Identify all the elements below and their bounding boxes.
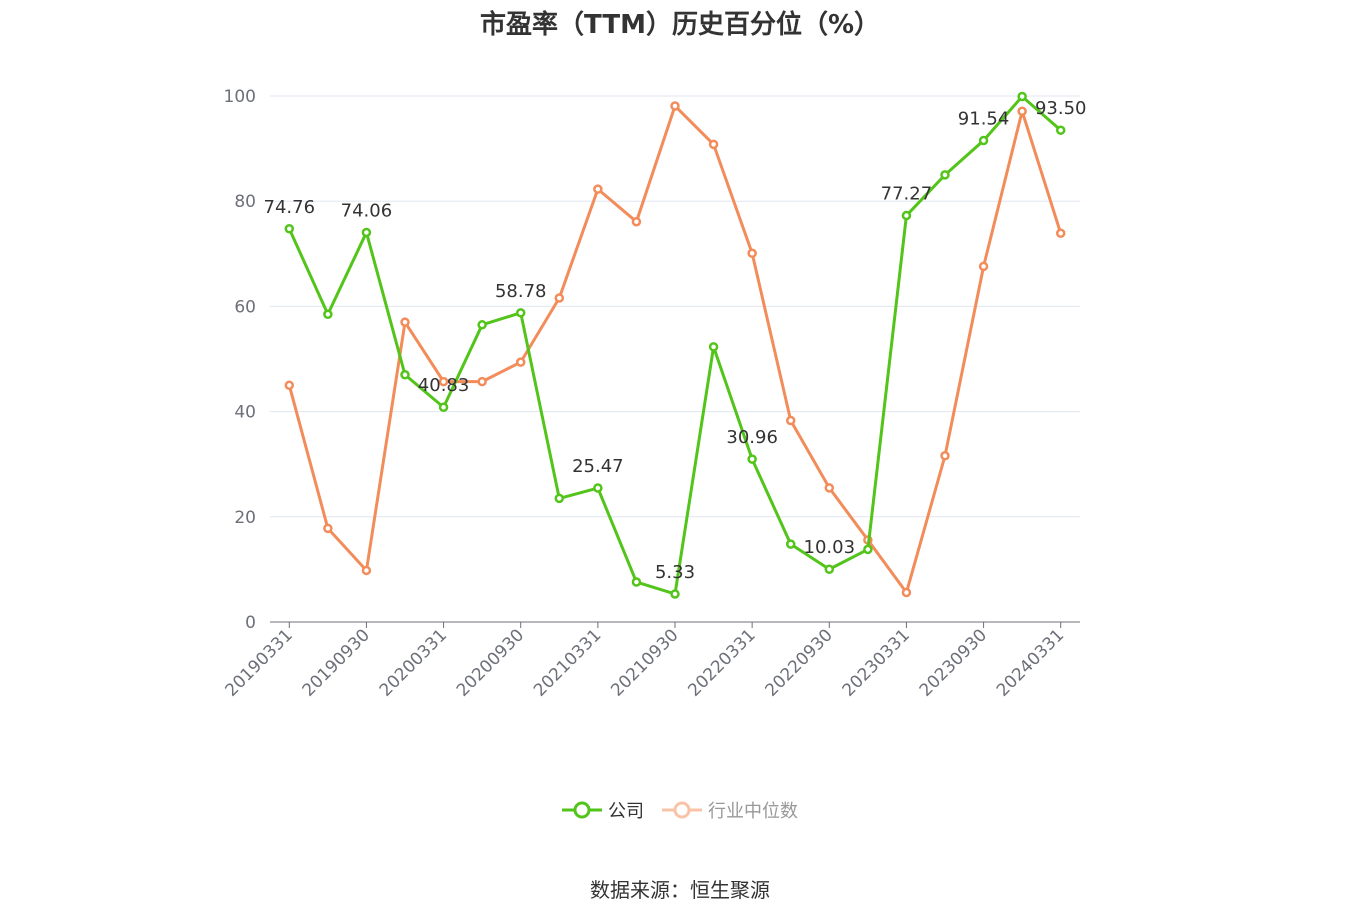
data-point: [785, 415, 796, 426]
data-point: [670, 589, 680, 599]
data-label: 40.83: [418, 375, 470, 396]
data-point: [940, 451, 950, 461]
y-tick-label: 60: [234, 297, 256, 317]
data-point: [940, 170, 950, 180]
data-point: [284, 224, 295, 234]
data-point: [477, 320, 487, 330]
data-point: [824, 564, 835, 574]
x-tick-label: 20230331: [839, 625, 914, 700]
data-point: [1017, 91, 1027, 102]
data-point: [901, 587, 912, 598]
data-point: [708, 139, 719, 150]
x-tick-label: 20210331: [530, 625, 605, 700]
x-tick-label: 20190331: [221, 625, 296, 700]
x-tick-label: 20240331: [993, 625, 1068, 700]
data-point: [284, 380, 295, 391]
data-point: [1055, 228, 1066, 239]
y-tick-label: 20: [234, 508, 256, 528]
y-tick-label: 0: [245, 613, 256, 633]
data-label: 30.96: [726, 427, 778, 448]
x-tick-label: 20200331: [376, 625, 451, 700]
x-tick-label: 20200930: [453, 625, 528, 700]
data-point: [670, 101, 680, 111]
data-point: [1017, 106, 1027, 117]
data-label: 58.78: [495, 281, 547, 302]
data-point: [747, 454, 757, 464]
series: [284, 91, 1066, 599]
chart-title: 市盈率（TTM）历史百分位（%）: [480, 10, 880, 40]
data-point: [593, 184, 603, 194]
legend-item-industry[interactable]: 行业中位数: [662, 797, 798, 823]
data-point: [708, 342, 719, 352]
data-point: [323, 523, 333, 534]
y-tick-label: 40: [234, 403, 256, 423]
data-point: [554, 293, 565, 303]
data-point: [554, 493, 565, 504]
grid-lines: [270, 95, 1080, 518]
data-point: [863, 544, 873, 555]
data-point: [593, 483, 603, 493]
data-label: 74.06: [341, 200, 393, 221]
data-point: [361, 565, 372, 576]
data-point: [1055, 125, 1066, 135]
data-point: [901, 210, 912, 221]
x-tick-label: 20190930: [299, 625, 374, 700]
data-point: [824, 483, 835, 493]
data-labels: 74.76 74.06 40.83 58.78 25.47 5.33 30.96 10.03 7…: [264, 98, 1087, 583]
data-point: [438, 376, 449, 387]
y-tick-label: 80: [234, 192, 256, 212]
x-tick-label: 20230930: [916, 625, 991, 700]
data-point: [515, 308, 526, 318]
data-label: 25.47: [572, 456, 624, 477]
data-label: 5.33: [655, 562, 695, 583]
x-tick-label: 20220331: [684, 625, 759, 700]
data-point: [978, 135, 989, 146]
data-point: [515, 357, 526, 367]
data-point: [631, 216, 642, 227]
data-point: [323, 309, 333, 320]
data-point: [978, 261, 989, 272]
y-tick-label: 100: [224, 87, 256, 107]
legend-company-label: 公司: [608, 801, 644, 822]
data-label: 91.54: [958, 108, 1010, 129]
data-point: [400, 317, 410, 327]
data-source: 数据来源：恒生聚源: [590, 878, 770, 902]
legend-industry-icon: [662, 801, 702, 819]
data-point: [400, 370, 410, 380]
legend-company-icon: [562, 801, 602, 819]
data-label: 10.03: [804, 537, 856, 558]
data-point: [747, 248, 757, 259]
data-label: 77.27: [881, 184, 933, 205]
legend-item-company[interactable]: 公司: [562, 797, 644, 823]
data-point: [361, 227, 372, 238]
x-tick-label: 20220930: [761, 625, 836, 700]
data-label: 93.50: [1035, 98, 1087, 119]
data-label: 74.76: [264, 197, 316, 218]
data-point: [477, 376, 487, 387]
data-point: [631, 577, 642, 587]
data-point: [785, 539, 796, 549]
x-tick-label: 20210930: [607, 625, 682, 700]
legend-industry-label: 行业中位数: [708, 801, 798, 822]
data-point: [438, 402, 449, 412]
legend: 公司 行业中位数: [0, 797, 1360, 823]
